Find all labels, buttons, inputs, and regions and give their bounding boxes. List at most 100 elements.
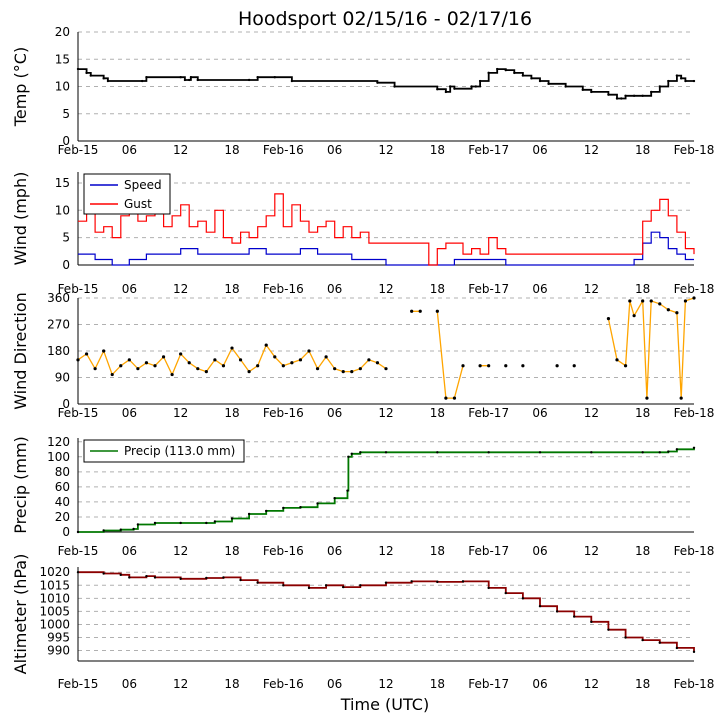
data-point <box>675 646 679 650</box>
data-point <box>410 309 414 313</box>
x-tick-label: 12 <box>378 677 393 691</box>
data-point <box>649 299 653 303</box>
x-tick-label: 06 <box>532 677 547 691</box>
y-tick-label: 60 <box>55 480 70 494</box>
x-tick-label: 18 <box>430 544 445 558</box>
data-point <box>265 509 268 513</box>
data-point <box>641 94 644 97</box>
x-tick-label: Feb-18 <box>674 544 715 558</box>
data-point <box>256 76 259 79</box>
data-point <box>487 586 490 590</box>
y-tick-label: 1000 <box>39 617 70 631</box>
data-point <box>606 317 611 321</box>
x-tick-label: 06 <box>327 143 342 157</box>
data-point <box>136 367 140 371</box>
x-tick-label: 18 <box>635 677 650 691</box>
data-point <box>573 615 576 618</box>
data-point <box>153 576 157 579</box>
data-point <box>521 74 525 77</box>
data-point <box>273 355 277 359</box>
data-point <box>102 572 105 575</box>
data-point <box>692 446 696 449</box>
x-tick-label: 06 <box>122 143 137 157</box>
legend-label: Gust <box>124 197 152 211</box>
x-tick-label: 12 <box>584 143 599 157</box>
data-point <box>102 349 106 353</box>
data-point <box>470 85 473 88</box>
series-line-gust <box>78 193 695 266</box>
data-point <box>487 71 490 75</box>
data-point <box>119 364 123 368</box>
y-tick-label: 5 <box>62 107 70 121</box>
data-point <box>347 455 350 458</box>
x-tick-label: 18 <box>224 282 239 296</box>
x-tick-label: 18 <box>430 282 445 296</box>
data-point <box>264 343 268 347</box>
data-point <box>496 67 499 71</box>
data-point <box>418 309 422 313</box>
data-point <box>127 358 131 362</box>
data-point <box>453 87 456 90</box>
data-point <box>128 576 131 579</box>
x-tick-label: 06 <box>327 406 342 420</box>
x-tick-label: Feb-17 <box>468 282 509 296</box>
data-point <box>290 79 294 83</box>
data-point <box>333 367 337 371</box>
data-point <box>461 580 465 583</box>
data-point <box>624 94 627 97</box>
x-tick-label: Feb-18 <box>674 282 715 296</box>
x-tick-label: 12 <box>173 406 188 420</box>
x-tick-label: 18 <box>224 406 239 420</box>
data-point <box>247 78 251 82</box>
data-point <box>675 74 679 77</box>
series-line-direction <box>77 297 695 399</box>
data-point <box>632 314 636 318</box>
data-point <box>204 370 208 374</box>
x-tick-label: Feb-15 <box>58 143 99 157</box>
y-tick-label: 10 <box>55 80 70 94</box>
data-point <box>478 79 482 83</box>
data-point <box>444 396 448 400</box>
x-tick-label: Feb-16 <box>263 282 304 296</box>
y-tick-label: 1010 <box>39 591 70 605</box>
data-point <box>692 296 696 300</box>
data-point <box>359 584 362 587</box>
data-point <box>179 521 182 525</box>
data-point <box>504 364 508 368</box>
y-axis-label: Wind (mph) <box>11 172 30 266</box>
data-point <box>281 364 285 368</box>
data-point <box>624 636 627 639</box>
data-point <box>628 299 632 303</box>
data-point <box>145 574 148 578</box>
y-tick-label: 20 <box>55 510 70 524</box>
data-point <box>615 358 619 362</box>
data-point <box>667 79 670 83</box>
data-point <box>290 361 294 365</box>
data-point <box>316 502 319 505</box>
x-tick-label: Feb-15 <box>58 282 99 296</box>
x-tick-label: Feb-15 <box>58 677 99 691</box>
data-point <box>547 82 550 85</box>
legend-label: Speed <box>124 178 162 192</box>
data-point <box>196 78 199 82</box>
data-point <box>504 68 507 72</box>
x-tick-label: 12 <box>173 677 188 691</box>
data-point <box>102 77 105 80</box>
x-tick-label: 12 <box>173 544 188 558</box>
data-point <box>666 308 670 312</box>
chart-title: Hoodsport 02/15/16 - 02/17/16 <box>238 8 532 30</box>
x-tick-label: 18 <box>635 544 650 558</box>
data-point <box>102 529 105 532</box>
data-point <box>282 584 285 587</box>
x-tick-label: Feb-17 <box>468 677 509 691</box>
x-tick-label: 06 <box>122 282 137 296</box>
data-point <box>444 90 448 94</box>
data-point <box>513 71 516 75</box>
data-point <box>238 358 243 362</box>
data-point <box>645 396 649 400</box>
data-point <box>679 396 683 400</box>
y-tick-label: 80 <box>55 465 70 479</box>
